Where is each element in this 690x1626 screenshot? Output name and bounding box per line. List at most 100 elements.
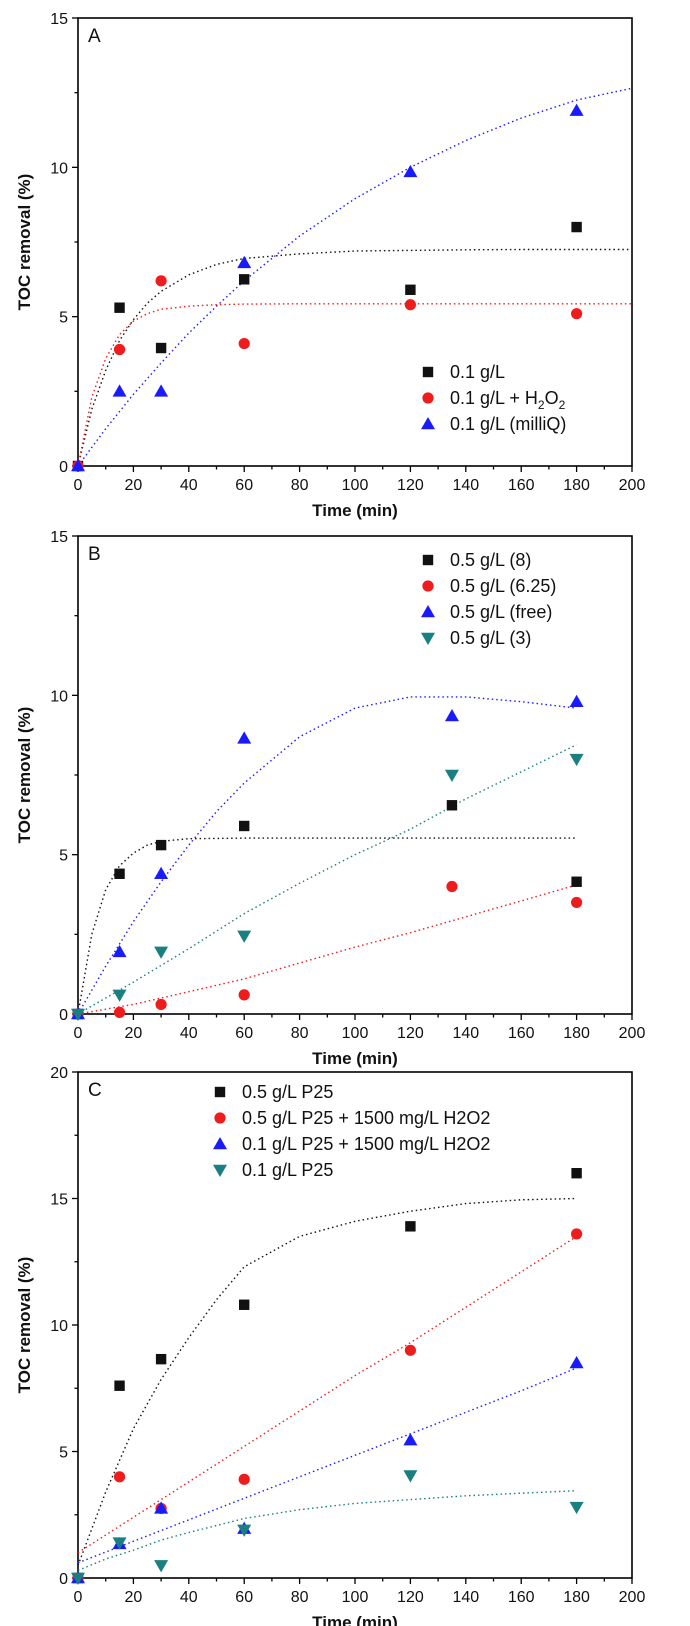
x-tick-label: 200 xyxy=(619,1025,646,1042)
data-point-series-3 xyxy=(569,753,584,767)
x-tick-label: 180 xyxy=(563,477,590,494)
y-tick-label: 15 xyxy=(50,529,68,546)
x-tick-label: 160 xyxy=(508,1589,535,1606)
legend-label-series-1: 0.1 g/L + H2O2 xyxy=(450,388,566,412)
data-point-series-1 xyxy=(404,1344,416,1356)
y-tick-label: 20 xyxy=(50,1065,68,1082)
fit-curve-series-0 xyxy=(77,837,577,1015)
data-point-series-3 xyxy=(112,1537,127,1550)
fit-curve-series-0 xyxy=(77,1197,577,1566)
data-point-series-1 xyxy=(238,989,250,1001)
data-point-series-3 xyxy=(154,1560,169,1573)
data-point-series-1 xyxy=(571,1228,583,1240)
data-point-series-3 xyxy=(71,1008,85,1021)
data-point-series-0 xyxy=(571,876,582,887)
data-point-series-0 xyxy=(405,284,416,295)
data-point-series-0 xyxy=(239,1299,250,1310)
data-point-series-1 xyxy=(238,337,250,350)
data-point-series-3 xyxy=(444,769,459,782)
legend-marker-series-2 xyxy=(421,605,435,618)
x-tick-label: 120 xyxy=(397,1589,424,1606)
y-tick-label: 5 xyxy=(59,848,68,865)
x-tick-label: 0 xyxy=(74,1589,83,1606)
x-tick-label: 20 xyxy=(125,1025,143,1042)
legend-marker-series-3 xyxy=(421,632,435,645)
x-tick-label: 100 xyxy=(342,477,369,494)
y-tick-label: 5 xyxy=(59,1445,68,1462)
y-tick-label: 15 xyxy=(50,1192,68,1209)
data-point-series-0 xyxy=(571,1168,582,1179)
data-point-series-2 xyxy=(444,709,459,722)
data-point-series-0 xyxy=(155,342,167,354)
panel-label: A xyxy=(88,26,101,47)
data-point-series-3 xyxy=(71,1572,85,1585)
legend-label-series-3: 0.5 g/L (3) xyxy=(450,628,531,648)
data-point-series-2 xyxy=(71,459,85,472)
y-tick-label: 10 xyxy=(50,1318,68,1335)
x-tick-label: 40 xyxy=(180,1589,198,1606)
x-axis-title: Time (min) xyxy=(312,1613,398,1626)
x-tick-label: 0 xyxy=(74,477,83,494)
data-point-series-1 xyxy=(446,880,458,893)
panel-label: C xyxy=(88,1080,102,1101)
fit-curve-series-1 xyxy=(77,884,577,1015)
data-point-series-1 xyxy=(113,1006,126,1019)
data-point-series-3 xyxy=(569,1501,584,1515)
x-tick-label: 160 xyxy=(508,1025,535,1042)
legend-marker-series-2 xyxy=(421,417,435,430)
fit-curve-series-2 xyxy=(77,1367,577,1564)
legend-marker-series-1 xyxy=(422,392,434,404)
data-point-series-2 xyxy=(154,866,169,880)
x-tick-label: 160 xyxy=(508,477,535,494)
x-tick-label: 40 xyxy=(180,477,198,494)
data-point-series-0 xyxy=(571,221,582,233)
legend-marker-series-0 xyxy=(214,1086,226,1098)
data-point-series-0 xyxy=(155,1353,167,1365)
data-point-series-3 xyxy=(154,946,169,959)
legend-marker-series-2 xyxy=(213,1137,227,1150)
y-tick-label: 10 xyxy=(50,688,68,705)
legend-marker-series-0 xyxy=(422,554,434,566)
y-tick-label: 0 xyxy=(59,1007,68,1024)
data-point-series-2 xyxy=(112,384,127,397)
legend-label-series-0: 0.1 g/L xyxy=(450,362,505,382)
y-tick-label: 10 xyxy=(50,160,68,177)
x-tick-label: 80 xyxy=(291,477,309,494)
data-point-series-0 xyxy=(114,868,125,879)
y-axis-title: TOC removal (%) xyxy=(15,174,34,311)
legend-marker-series-3 xyxy=(213,1164,227,1177)
x-tick-label: 40 xyxy=(180,1025,198,1042)
x-tick-label: 180 xyxy=(563,1025,590,1042)
data-point-series-0 xyxy=(114,1380,125,1391)
x-tick-label: 20 xyxy=(125,477,143,494)
legend-label-series-0: 0.5 g/L P25 xyxy=(242,1082,333,1102)
data-point-series-0 xyxy=(239,274,250,285)
fit-curve-series-1 xyxy=(77,1235,577,1554)
data-point-series-1 xyxy=(571,896,583,909)
data-point-series-1 xyxy=(113,1471,126,1483)
chart-panel-b: 0 20 40 60 80 100 120 140 160 180 200 0 5 10 15 Time (m… xyxy=(15,529,646,1068)
data-point-series-3 xyxy=(403,1470,418,1483)
data-point-series-0 xyxy=(239,820,250,832)
x-tick-label: 120 xyxy=(397,1025,424,1042)
x-tick-label: 20 xyxy=(125,1589,143,1606)
x-tick-label: 140 xyxy=(452,477,479,494)
legend-marker-series-1 xyxy=(422,580,434,592)
x-tick-label: 80 xyxy=(291,1025,309,1042)
y-axis-title: TOC removal (%) xyxy=(15,1257,34,1394)
data-point-series-3 xyxy=(112,989,127,1002)
x-tick-label: 0 xyxy=(74,1025,83,1042)
x-tick-label: 180 xyxy=(563,1589,590,1606)
x-tick-label: 60 xyxy=(235,1025,253,1042)
x-tick-label: 100 xyxy=(342,1589,369,1606)
fit-curve-series-3 xyxy=(77,1490,577,1572)
data-point-series-1 xyxy=(155,275,167,287)
data-point-series-2 xyxy=(154,1501,169,1514)
legend-label-series-2: 0.1 g/L P25 + 1500 mg/L H2O2 xyxy=(242,1134,490,1154)
data-point-series-1 xyxy=(238,1473,250,1485)
legend-label-series-0: 0.5 g/L (8) xyxy=(450,550,531,570)
data-point-series-2 xyxy=(569,1355,584,1369)
chart-panel-c: 0 20 40 60 80 100 120 140 160 180 200 0 5 10 15 20 Time … xyxy=(15,1065,645,1626)
x-axis-title: Time (min) xyxy=(312,501,398,520)
x-tick-label: 100 xyxy=(342,1025,369,1042)
